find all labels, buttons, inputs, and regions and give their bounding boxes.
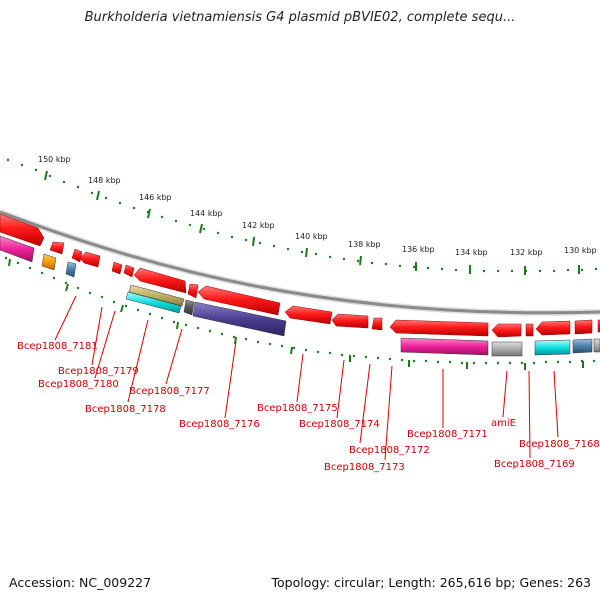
tick-ring-outer: [6, 158, 598, 273]
gene-label[interactable]: Bcep1808_7178: [85, 404, 166, 415]
major-ticks: [44, 170, 580, 275]
sequence-backbone-edge: [0, 210, 600, 315]
gene-arrow: [49, 241, 65, 255]
gene-arrow: [79, 251, 101, 268]
gene-arrow: [535, 320, 571, 336]
gene-arrow: [371, 317, 383, 331]
tick-label: 132 kbp: [510, 248, 543, 257]
label-leader-lines: [54, 295, 559, 461]
gene-label[interactable]: Bcep1808_7173: [324, 462, 405, 473]
tick-label: 140 kbp: [295, 232, 328, 241]
tick-label: 130 kbp: [564, 246, 597, 255]
gene-block: [192, 301, 287, 337]
tick-label: 148 kbp: [88, 176, 121, 185]
tick-label: 146 kbp: [139, 193, 172, 202]
tick-label: 136 kbp: [402, 245, 435, 254]
gene-block: [65, 261, 77, 278]
gene-arrow: [574, 319, 593, 335]
topology-text: Topology: circular; Length: 265,616 bp; …: [271, 575, 592, 590]
inner-major-ticks: [8, 258, 584, 370]
gene-label[interactable]: Bcep1808_7169: [494, 459, 575, 470]
gene-label[interactable]: amiE: [491, 418, 516, 429]
gene-label[interactable]: Bcep1808_7168: [519, 439, 600, 450]
gene-label[interactable]: Bcep1808_7171: [407, 429, 488, 440]
gene-label[interactable]: Bcep1808_7177: [129, 386, 210, 397]
gene-track-bottom: [0, 235, 600, 357]
gene-arrow: [123, 264, 135, 278]
tick-label: 134 kbp: [455, 248, 488, 257]
gene-arrow: [284, 305, 333, 325]
gene-arrow: [187, 283, 199, 299]
gene-arrow: [197, 285, 281, 316]
gene-arrow: [111, 261, 123, 275]
gene-label[interactable]: Bcep1808_7181: [17, 341, 98, 352]
gene-labels: Bcep1808_7181 Bcep1808_7179 Bcep1808_718…: [17, 341, 600, 473]
gene-block: [400, 337, 489, 356]
gene-block: [491, 341, 523, 357]
gene-label[interactable]: Bcep1808_7180: [38, 379, 119, 390]
gene-arrow: [71, 248, 83, 263]
gene-label[interactable]: Bcep1808_7176: [179, 419, 260, 430]
gene-block: [128, 284, 185, 307]
gene-block: [125, 291, 182, 314]
gene-label[interactable]: Bcep1808_7174: [299, 419, 380, 430]
gene-label[interactable]: Bcep1808_7175: [257, 403, 338, 414]
gene-block: [41, 253, 57, 271]
tick-ring-inner: [4, 256, 596, 365]
gene-block: [0, 235, 35, 263]
gene-block: [534, 339, 571, 356]
gene-arrow: [331, 313, 369, 329]
gene-arrow: [0, 213, 45, 247]
tick-labels: 150 kbp 148 kbp 146 kbp 144 kbp 142 kbp …: [38, 155, 597, 257]
accession-text: Accession: NC_009227: [9, 575, 152, 590]
gene-block: [593, 338, 600, 353]
map-title: Burkholderia vietnamiensis G4 plasmid pB…: [84, 10, 516, 25]
tick-label: 142 kbp: [242, 221, 275, 230]
gene-arrow: [133, 267, 187, 294]
gene-block: [183, 299, 195, 316]
gene-arrow: [389, 319, 489, 337]
gene-arrow: [525, 323, 534, 337]
gene-label[interactable]: Bcep1808_7172: [349, 445, 430, 456]
gene-label[interactable]: Bcep1808_7179: [58, 366, 139, 377]
gene-arrow: [491, 323, 522, 338]
gene-track-top: [0, 213, 600, 338]
gene-block: [572, 338, 593, 354]
tick-label: 138 kbp: [348, 240, 381, 249]
tick-label: 144 kbp: [190, 209, 223, 218]
tick-label: 150 kbp: [38, 155, 71, 164]
